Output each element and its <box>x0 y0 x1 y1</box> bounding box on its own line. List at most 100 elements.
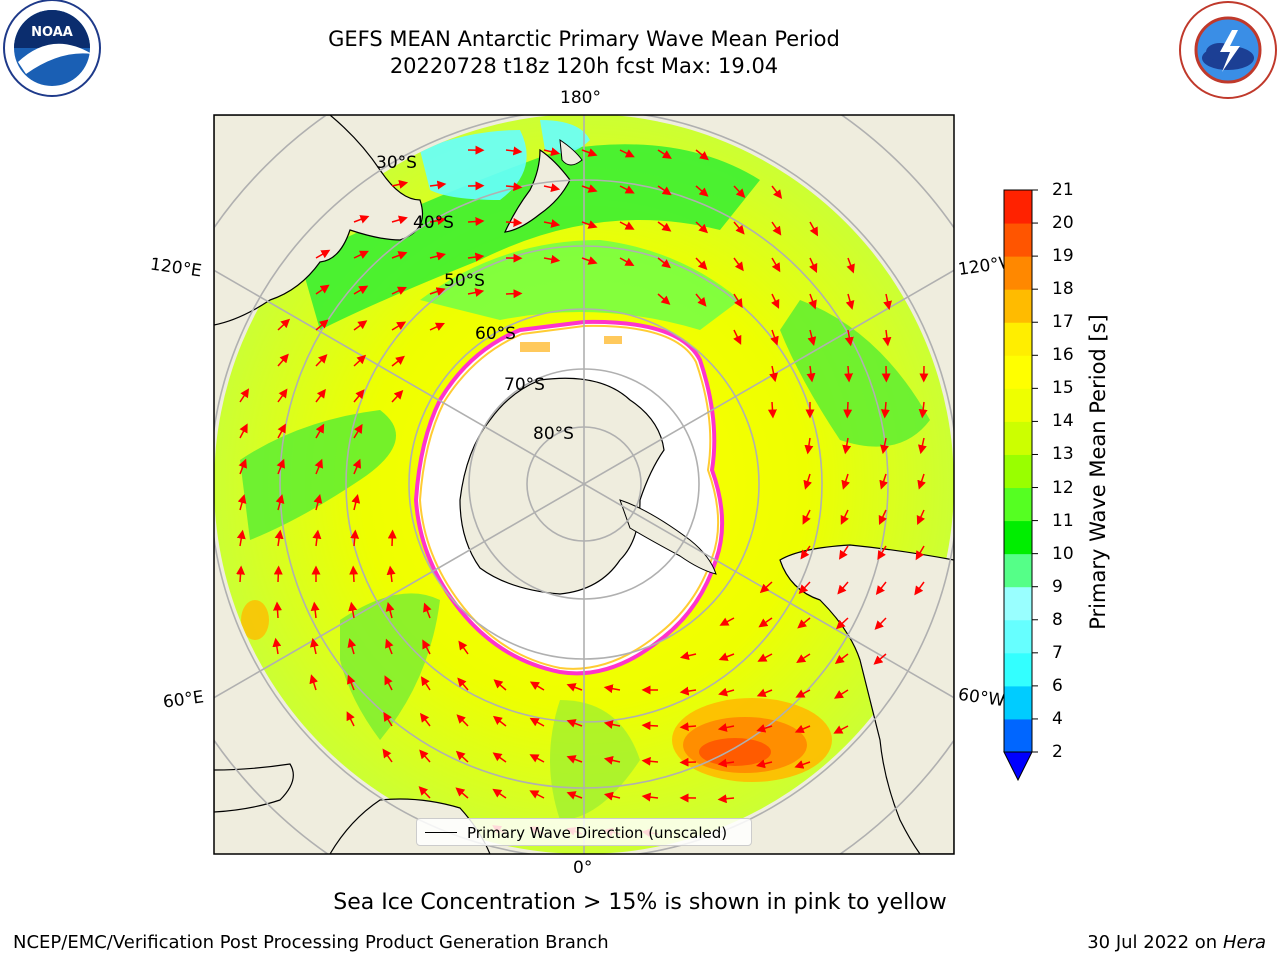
wave-vector <box>733 221 745 235</box>
noaa-logo: NOAA <box>3 0 101 97</box>
lat-label-40s: 40°S <box>413 213 454 233</box>
colorbar-segment <box>1004 553 1032 588</box>
wave-vector <box>796 653 811 663</box>
graticule <box>214 115 954 854</box>
wave-vector <box>386 565 396 583</box>
wave-vector <box>795 689 811 698</box>
wave-vector <box>352 458 362 475</box>
colorbar-segment <box>1004 454 1032 489</box>
map-legend: Primary Wave Direction (unscaled) <box>416 818 752 846</box>
wave-vector <box>418 786 431 799</box>
wave-vector <box>391 389 404 403</box>
wave-vector <box>236 529 246 547</box>
colorbar-tick-label: 12 <box>1052 477 1074 498</box>
colorbar-segment <box>1004 487 1032 522</box>
lat-label-50s: 50°S <box>444 271 485 291</box>
wave-vector <box>277 353 289 367</box>
wave-vector <box>834 689 849 699</box>
wave-vector <box>798 581 811 594</box>
wave-vector <box>695 185 709 197</box>
colorbar-extend-triangle <box>1003 751 1033 782</box>
wave-vector <box>391 179 409 189</box>
wave-vector <box>543 147 561 157</box>
colorbar-frame <box>1003 189 1033 753</box>
wave-vector <box>918 401 928 419</box>
wave-vector <box>277 423 286 439</box>
wave-vector <box>315 249 331 259</box>
wave-vector <box>834 653 849 664</box>
wave-vector <box>353 215 370 224</box>
wave-vector <box>771 293 780 309</box>
wave-vector <box>759 581 773 594</box>
wave-vector <box>566 791 583 800</box>
wave-vector <box>733 293 743 309</box>
wave-vector <box>350 529 360 547</box>
wave-vector <box>916 509 925 526</box>
wave-vector <box>391 215 408 225</box>
wave-vector <box>391 251 408 260</box>
wave-vector <box>275 494 285 511</box>
colorbar-tick-label: 6 <box>1052 675 1063 696</box>
wave-vector <box>467 217 485 226</box>
wave-vector <box>310 637 319 655</box>
wave-vector <box>529 790 545 799</box>
colorbar-tick-label: 11 <box>1052 510 1074 531</box>
wave-vector <box>794 760 811 769</box>
wave-vector <box>802 509 811 525</box>
colorbar-segment <box>1004 223 1032 257</box>
wave-vector <box>239 423 248 439</box>
wave-vector <box>493 679 507 691</box>
wave-vector <box>581 148 598 157</box>
lat-label-80s: 80°S <box>533 424 574 444</box>
sea-ice-edge <box>413 319 725 676</box>
footer-date-text: 30 Jul 2022 on <box>1087 932 1223 953</box>
wave-vector <box>581 256 598 265</box>
wave-vector <box>581 184 598 193</box>
wave-vector <box>347 638 357 655</box>
madagascar-landmass <box>214 763 294 813</box>
colorbar-tick-label: 19 <box>1052 246 1074 267</box>
wave-vector <box>566 683 583 692</box>
wave-vector <box>695 149 709 161</box>
wave-vector <box>641 756 659 766</box>
colorbar-segment <box>1004 421 1032 455</box>
wave-vector <box>529 681 545 691</box>
colorbar-segment <box>1004 388 1032 422</box>
colorbar-segment <box>1004 586 1032 621</box>
wave-vector <box>315 423 325 439</box>
wave-vector <box>695 257 708 270</box>
wave-vector <box>348 601 358 619</box>
wave-vector <box>309 674 319 691</box>
wave-vector <box>809 257 818 273</box>
wave-vector <box>385 638 394 655</box>
wave-vector <box>842 437 852 455</box>
wave-direction-vectors <box>236 145 929 838</box>
wave-vector <box>353 250 369 259</box>
colorbar-segment <box>1004 289 1032 323</box>
wave-vector <box>657 293 671 305</box>
colorbar-tick-label: 18 <box>1052 279 1074 300</box>
wave-vector <box>420 676 431 691</box>
colorbar-tick-label: 8 <box>1052 609 1063 630</box>
lon-label-0: 0° <box>573 858 593 878</box>
wave-vector <box>238 458 247 475</box>
colorbar-tick-label: 14 <box>1052 411 1074 432</box>
wave-vector <box>679 651 697 661</box>
wave-vector <box>641 792 659 802</box>
wave-vector <box>835 617 849 630</box>
wave-vector <box>236 565 246 583</box>
wave-vector <box>882 329 892 347</box>
wave-vector <box>718 687 735 697</box>
wave-vector <box>603 684 621 694</box>
wave-vector <box>419 712 431 727</box>
wave-vector <box>315 284 330 295</box>
wave-vector <box>492 715 507 727</box>
wave-vector <box>467 252 485 262</box>
wave-vector <box>619 185 635 194</box>
colorbar-tick-label: 15 <box>1052 378 1074 399</box>
wave-vector <box>756 724 773 733</box>
wave-vector <box>877 545 887 561</box>
wave-vector <box>679 686 697 696</box>
wave-vector <box>841 473 850 490</box>
